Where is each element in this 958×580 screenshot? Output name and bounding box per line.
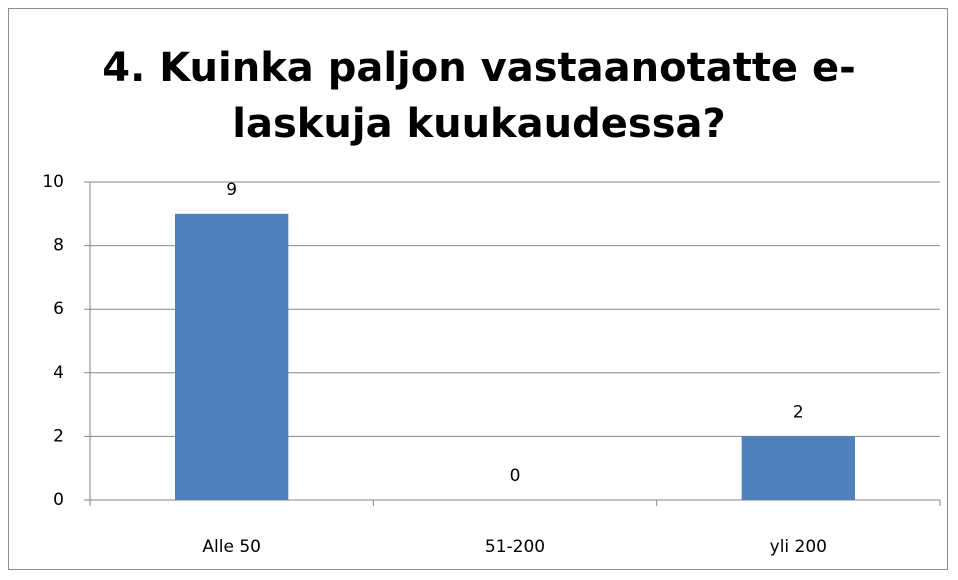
y-tick-label: 8: [53, 236, 64, 256]
y-tick-label: 2: [53, 426, 64, 446]
y-tick-label: 10: [42, 172, 64, 192]
x-tick-label: Alle 50: [202, 537, 261, 557]
chart-title: 4. Kuinka paljon vastaanotatte e- laskuj…: [102, 45, 856, 147]
data-label: 9: [226, 180, 237, 200]
chart-border: [8, 8, 948, 570]
data-label: 0: [510, 466, 521, 486]
y-tick-label: 0: [53, 490, 64, 510]
data-label: 2: [793, 402, 804, 422]
x-tick-label: 51-200: [485, 537, 545, 557]
y-tick-label: 4: [53, 363, 64, 383]
y-tick-label: 6: [53, 299, 64, 319]
bar: [741, 436, 855, 500]
bar: [175, 213, 289, 501]
x-tick-label: yli 200: [770, 537, 827, 557]
